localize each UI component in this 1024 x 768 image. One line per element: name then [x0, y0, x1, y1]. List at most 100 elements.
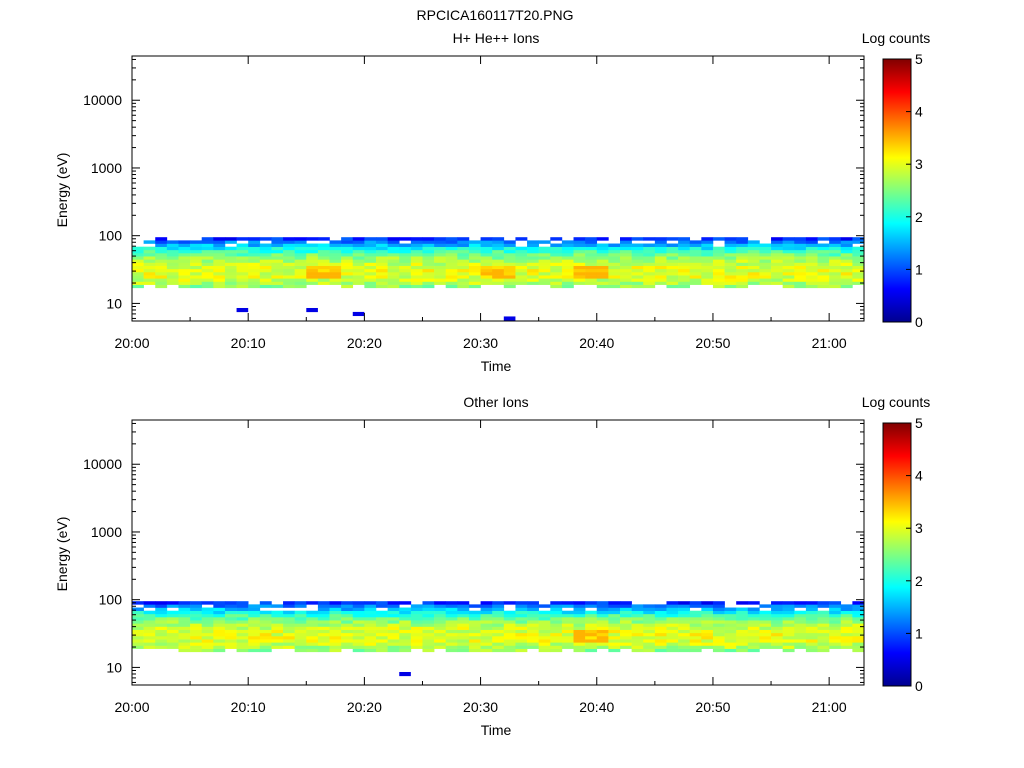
- spectrogram-cell: [317, 278, 330, 282]
- spectrogram-cell: [492, 629, 505, 634]
- spectrogram-cell: [422, 642, 435, 646]
- spectrogram-cell: [422, 284, 435, 289]
- spectrogram-cell: [654, 642, 667, 646]
- spectrogram-cell: [155, 604, 168, 608]
- spectrogram-cell: [410, 275, 423, 279]
- spectrogram-cell: [341, 645, 354, 649]
- spectrogram-cell: [422, 237, 435, 241]
- spectrogram-cell: [573, 648, 586, 653]
- spectrogram-cell: [422, 240, 435, 244]
- spectrogram-cell: [817, 635, 830, 640]
- spectrogram-cell: [132, 629, 144, 634]
- spectrogram-cell: [248, 635, 261, 640]
- spectrogram-cell: [317, 249, 330, 254]
- spectrogram-cell: [166, 246, 179, 251]
- spectrogram-cell: [387, 635, 400, 640]
- spectrogram-cell: [666, 262, 679, 266]
- spectrogram-cell: [283, 237, 295, 241]
- spectrogram-cell: [515, 639, 528, 643]
- spectrogram-cell: [620, 253, 632, 257]
- spectrogram-cell: [329, 620, 342, 624]
- spectrogram-cell: [550, 635, 563, 640]
- y-tick-label: 100: [99, 592, 123, 608]
- spectrogram-cell: [271, 253, 284, 257]
- spectrogram-cell: [468, 642, 481, 646]
- spectrogram-cell: [817, 645, 830, 649]
- spectrogram-cell: [678, 610, 691, 615]
- spectrogram-cell: [724, 268, 737, 273]
- spectrogram-cell: [666, 243, 679, 247]
- spectrogram-cell: [376, 259, 388, 263]
- spectrogram-cell: [538, 632, 551, 637]
- spectrogram-cell: [794, 243, 807, 247]
- spectrogram-cell: [678, 642, 691, 646]
- spectrogram-cell: [155, 620, 168, 624]
- spectrogram-cell: [678, 268, 691, 273]
- spectrogram-cell: [759, 632, 772, 637]
- spectrogram-cell: [364, 601, 377, 605]
- spectrogram-cell: [271, 262, 284, 266]
- spectrogram-cell: [364, 271, 377, 276]
- spectrogram-cell: [840, 626, 853, 630]
- spectrogram-cell: [620, 639, 632, 643]
- spectrogram-cell: [224, 642, 237, 646]
- spectrogram-cell: [259, 246, 272, 251]
- spectrogram-cell: [608, 284, 621, 289]
- spectrogram-cell: [550, 275, 563, 279]
- spectrogram-cell: [271, 620, 284, 624]
- spectrogram-cell: [364, 639, 377, 643]
- spectrogram-cell: [457, 645, 470, 649]
- spectrogram-cell: [736, 629, 749, 634]
- spectrogram-cell: [364, 610, 377, 615]
- spectrogram-cell: [306, 601, 319, 605]
- spectrogram-cell: [724, 645, 737, 649]
- spectrogram-cell: [480, 601, 493, 605]
- spectrogram-cell: [596, 623, 609, 627]
- spectrogram-cell: [782, 645, 795, 649]
- spectrogram-cell: [782, 635, 795, 640]
- spectrogram-cell: [224, 237, 237, 241]
- spectrogram-cell: [317, 626, 330, 630]
- spectrogram-cell: [550, 256, 563, 260]
- spectrogram-cell: [654, 265, 667, 270]
- spectrogram-cell: [503, 253, 516, 257]
- spectrogram-cell: [515, 629, 528, 634]
- x-tick-label: 20:40: [579, 699, 614, 715]
- spectrogram-cell: [561, 617, 574, 621]
- spectrogram-cell: [550, 645, 563, 649]
- spectrogram-cell: [341, 249, 354, 254]
- spectrogram-cell: [457, 632, 470, 637]
- spectrogram-cell: [503, 620, 516, 624]
- spectrogram-cell: [329, 259, 342, 263]
- spectrogram-cell: [794, 256, 807, 260]
- spectrogram-cell: [480, 604, 493, 608]
- spectrogram-cell: [399, 601, 412, 605]
- spectrogram-cell: [387, 249, 400, 254]
- spectrogram-cell: [654, 243, 667, 247]
- spectrogram-cell: [190, 620, 203, 624]
- spectrogram-cell: [736, 275, 749, 279]
- spectrogram-cell: [434, 281, 447, 285]
- spectrogram-cell: [480, 617, 493, 621]
- spectrogram-cell: [236, 642, 249, 646]
- spectrogram-cell: [132, 284, 144, 289]
- spectrogram-cell: [643, 256, 656, 260]
- spectrogram-cell: [771, 610, 783, 615]
- spectrogram-cell: [387, 613, 400, 618]
- spectrogram-cell: [143, 259, 156, 263]
- spectrogram-cell: [596, 604, 609, 608]
- spectrogram-cell: [492, 620, 505, 624]
- spectrogram-cell: [341, 617, 354, 621]
- spectrogram-cell: [794, 629, 807, 634]
- spectrogram-cell: [712, 617, 725, 621]
- spectrogram-cell: [608, 265, 621, 270]
- spectrogram-cell: [620, 632, 632, 637]
- spectrogram-cell: [178, 281, 191, 285]
- spectrogram-cell: [492, 639, 505, 643]
- spectrogram-cell: [201, 271, 214, 276]
- spectrogram-cell: [794, 271, 807, 276]
- spectrogram-cell: [701, 243, 714, 247]
- spectrogram-cell: [317, 645, 330, 649]
- spectrogram-cell: [759, 617, 772, 621]
- spectrogram-cell: [631, 629, 644, 634]
